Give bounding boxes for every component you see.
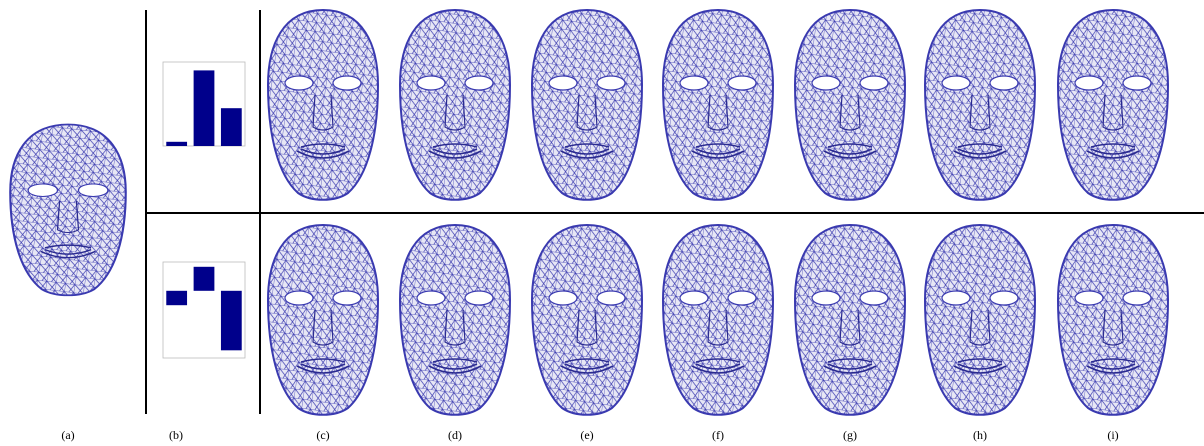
panel-label: (c) xyxy=(316,428,329,442)
bar xyxy=(221,291,242,351)
face-mesh xyxy=(795,10,905,200)
panel-labels: (a) (b) (c) (d) (e) (f) (g) (h) (i) xyxy=(61,428,1118,442)
face-mesh xyxy=(532,10,642,200)
panel-label: (i) xyxy=(1107,428,1118,442)
panel-label: (e) xyxy=(580,428,593,442)
bar xyxy=(166,142,187,146)
face-mesh xyxy=(663,10,773,200)
face-mesh xyxy=(400,225,510,415)
panel-label: (f) xyxy=(712,428,724,442)
face-mesh xyxy=(268,225,378,415)
panel-label: (h) xyxy=(973,428,987,442)
face-mesh xyxy=(925,225,1035,415)
bar xyxy=(166,291,187,305)
face-mesh xyxy=(663,225,773,415)
panel-label: (b) xyxy=(169,428,183,442)
panel-label: (d) xyxy=(448,428,462,442)
face-mesh xyxy=(795,225,905,415)
face-mesh xyxy=(10,125,126,296)
figure: (a) (b) (c) (d) (e) (f) (g) (h) (i) xyxy=(0,0,1204,446)
face-mesh xyxy=(925,10,1035,200)
bar-plots xyxy=(163,62,245,358)
face-mesh xyxy=(400,10,510,200)
bar xyxy=(221,108,242,146)
panel-label: (a) xyxy=(61,428,74,442)
bar xyxy=(194,70,215,146)
face-mesh xyxy=(268,10,378,200)
face-mesh xyxy=(532,225,642,415)
panel-label: (g) xyxy=(843,428,857,442)
face-mesh xyxy=(1058,225,1168,415)
bar xyxy=(194,267,215,291)
face-mesh xyxy=(1058,10,1168,200)
